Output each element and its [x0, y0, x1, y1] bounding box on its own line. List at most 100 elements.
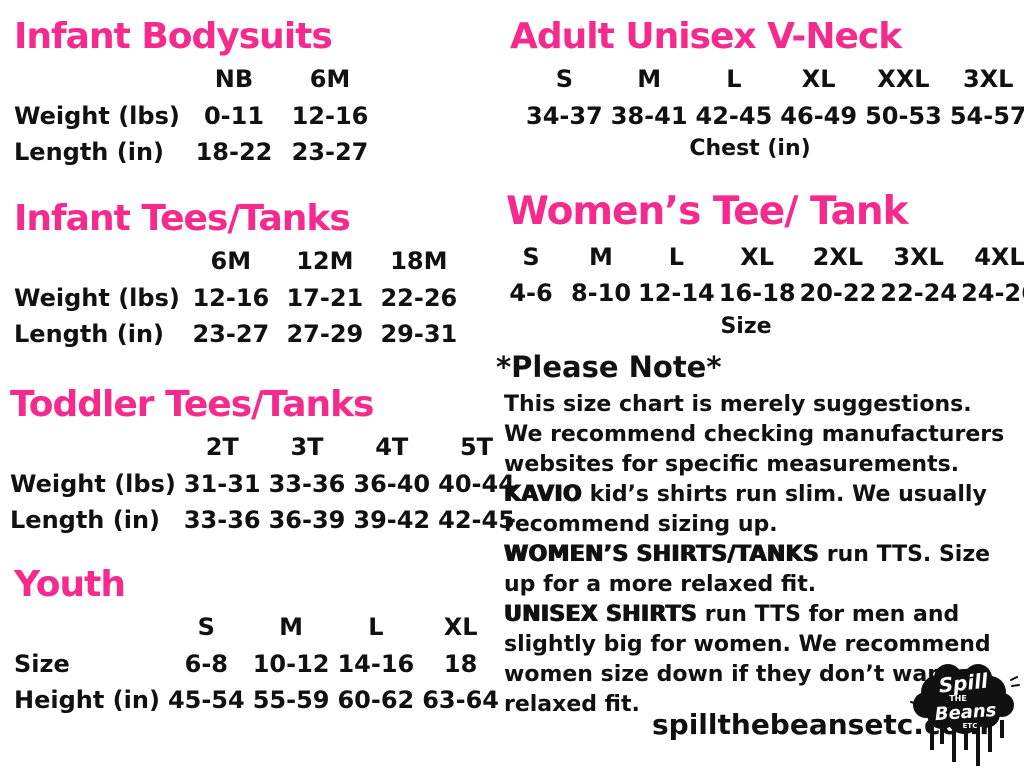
section-adult-vneck: Adult Unisex V-Neck S M L XL XXL 3XL 34-…: [496, 16, 1024, 161]
logo-drips: [930, 720, 1004, 766]
note-lead: KAVIO: [504, 482, 582, 507]
table-row: Size 6-8 10-12 14-16 18: [14, 646, 503, 682]
note-line: This size chart is merely suggestions.: [504, 390, 1024, 420]
table-row: 34-37 38-41 42-45 46-49 50-53 54-57: [522, 98, 1024, 134]
note-text: kid’s shirts run slim. We usually recomm…: [504, 482, 987, 537]
column-header: 3XL: [962, 65, 1014, 94]
cell: 17-21: [286, 283, 364, 312]
cell: 8-10: [570, 279, 632, 308]
logo-word-the: THE: [949, 694, 967, 703]
note-line: KAVIO kid’s shirts run slim. We usually …: [504, 480, 1024, 540]
column-header: L: [726, 65, 742, 94]
column-header: XXL: [877, 65, 930, 94]
note-text: We recommend checking manufacturers webs…: [504, 422, 1005, 477]
row-label: Length (in): [14, 320, 164, 349]
table-row: Weight (lbs) 31-31 33-36 36-40 40-44: [10, 466, 519, 502]
cell: 33-36: [268, 469, 346, 498]
infant-bodysuits-title: Infant Bodysuits: [14, 16, 333, 57]
toddler-tees-table: 2T 3T 4T 5T Weight (lbs) 31-31 33-36 36-…: [10, 429, 519, 538]
table-row: Height (in) 45-54 55-59 60-62 63-64: [14, 682, 503, 718]
column-header: 3T: [290, 433, 324, 462]
note-lead: UNISEX SHIRTS: [504, 602, 698, 627]
infant-tees-title: Infant Tees/Tanks: [14, 198, 351, 239]
note-text: run TTS for men and slightly big for wom…: [504, 602, 991, 717]
table-row: Length (in) 33-36 36-39 39-42 42-45: [10, 502, 519, 538]
column-header: 12M: [296, 247, 354, 276]
note-lead: WOMEN’S SHIRTS/TANKS: [504, 542, 820, 567]
logo-sparkles: [910, 676, 1020, 705]
cell: 54-57: [949, 101, 1024, 130]
column-header: M: [637, 65, 662, 94]
cell: 10-12: [252, 649, 330, 678]
section-womens-tee: Women’s Tee/ Tank S M L XL 2XL 3XL 4XL 4…: [496, 189, 1024, 338]
cell: 33-36: [183, 506, 261, 535]
logo-word-beans: Beans: [934, 700, 997, 725]
table-row: Weight (lbs) 0-11 12-16: [14, 98, 378, 134]
cell: 31-31: [183, 469, 261, 498]
cell: 16-18: [718, 279, 796, 308]
column-header: 2T: [205, 433, 239, 462]
toddler-tees-title: Toddler Tees/Tanks: [10, 384, 374, 425]
cell: 46-49: [780, 101, 858, 130]
cell: 63-64: [422, 686, 499, 715]
note-text: run TTS. Size up for a more relaxed fit.: [504, 542, 991, 597]
cell: 0-11: [203, 101, 265, 130]
cell: 12-16: [291, 101, 369, 130]
cell: 40-44: [438, 469, 515, 498]
note-line: We recommend checking manufacturers webs…: [504, 420, 1024, 480]
empty-header-cell: [14, 243, 184, 279]
table-row: 4-6 8-10 12-14 16-18 20-22 22-24 24-26: [496, 275, 1024, 311]
row-label: Weight (lbs): [14, 283, 180, 312]
empty-header-cell: [14, 609, 164, 645]
cell: 36-40: [353, 469, 431, 498]
column-header: 18M: [390, 247, 448, 276]
cell: 23-27: [291, 138, 369, 167]
cell: 27-29: [286, 320, 364, 349]
womens-tee-table: S M L XL 2XL 3XL 4XL 4-6 8-10 12-14 16-1…: [496, 239, 1024, 312]
row-label: Length (in): [14, 138, 164, 167]
infant-tees-table: 6M 12M 18M Weight (lbs) 12-16 17-21 22-2…: [14, 243, 466, 352]
cell: 14-16: [337, 649, 415, 678]
section-infant-tees: Infant Tees/Tanks 6M 12M 18M Weight (lbs…: [14, 198, 466, 353]
column-header: 3XL: [893, 242, 944, 271]
column-header: 4T: [375, 433, 409, 462]
youth-title: Youth: [14, 564, 126, 605]
column-header: S: [197, 613, 215, 642]
cell: 22-26: [380, 283, 458, 312]
section-youth: Youth S M L XL Size 6-8 10-12 14-16 18: [14, 564, 503, 719]
note-line: WOMEN’S SHIRTS/TANKS run TTS. Size up fo…: [504, 540, 1024, 600]
logo-word-spill: Spill: [938, 668, 991, 697]
logo-word-etc: ETC: [963, 722, 978, 730]
spill-the-beans-logo: Spill THE Beans ETC: [908, 662, 1020, 768]
cell: 22-24: [880, 279, 958, 308]
cell: 23-27: [192, 320, 270, 349]
cell: 12-16: [192, 283, 270, 312]
column-header: S: [555, 65, 574, 94]
row-label: Length (in): [10, 506, 160, 535]
column-header: L: [668, 242, 685, 271]
cell: 24-26: [961, 279, 1024, 308]
cell: 60-62: [337, 686, 415, 715]
cell: 20-22: [799, 279, 877, 308]
cell: 39-42: [353, 506, 431, 535]
cell: 45-54: [167, 686, 245, 715]
note-title: *Please Note*: [496, 350, 722, 384]
cell: 38-41: [610, 101, 688, 130]
note-text: This size chart is merely suggestions.: [504, 392, 972, 417]
logo-cloud: [913, 664, 1014, 734]
cell: 29-31: [380, 320, 458, 349]
column-header: 6M: [309, 65, 351, 94]
column-header: XL: [443, 613, 478, 642]
section-infant-bodysuits: Infant Bodysuits NB 6M Weight (lbs) 0-11…: [14, 16, 378, 171]
cell: 18-22: [195, 138, 273, 167]
note-body: This size chart is merely suggestions. W…: [496, 390, 1024, 720]
cell: 12-14: [638, 279, 715, 308]
column-header: S: [522, 242, 540, 271]
section-please-note: *Please Note* This size chart is merely …: [496, 350, 1024, 720]
cell: 4-6: [509, 279, 553, 308]
column-header: M: [589, 242, 613, 271]
column-header: 6M: [210, 247, 252, 276]
cell: 42-45: [438, 506, 515, 535]
row-label: Height (in): [14, 686, 160, 715]
adult-vneck-title: Adult Unisex V-Neck: [510, 16, 902, 57]
